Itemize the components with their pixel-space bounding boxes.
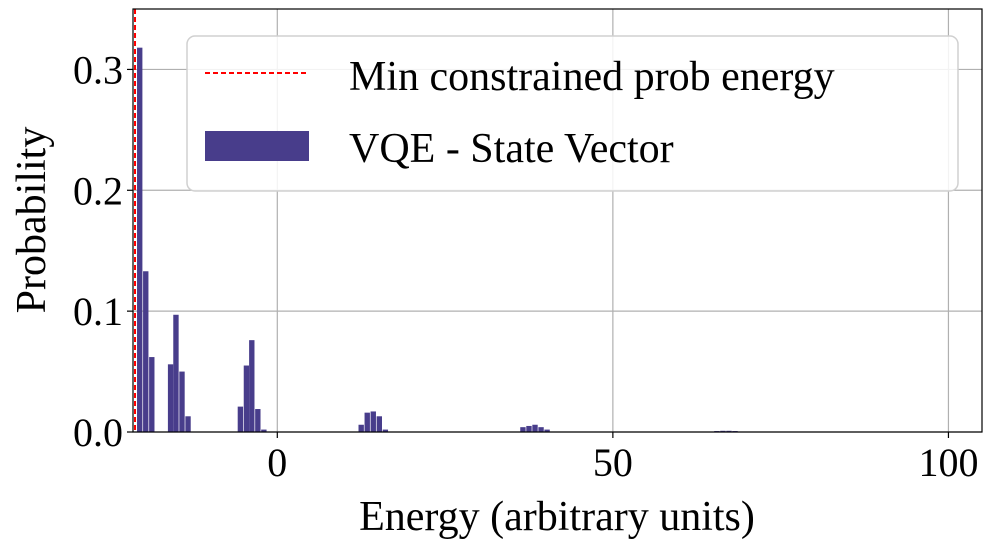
legend-bar-swatch xyxy=(205,131,309,161)
bar xyxy=(376,416,382,432)
y-axis-label: Probability xyxy=(9,127,55,314)
legend-box xyxy=(186,35,959,192)
bar xyxy=(137,47,143,433)
x-axis-label: Energy (arbitrary units) xyxy=(359,494,755,540)
bar xyxy=(726,430,732,432)
plot-frame xyxy=(132,8,983,433)
legend-label-bar-series: VQE - State Vector xyxy=(349,126,674,172)
bar xyxy=(167,364,174,432)
bar xyxy=(149,357,155,432)
bar xyxy=(261,429,267,432)
bar xyxy=(520,427,526,432)
bar xyxy=(720,430,726,432)
bar xyxy=(364,412,370,432)
bar xyxy=(249,340,255,432)
bar xyxy=(255,409,261,432)
legend-label-ref-line: Min constrained prob energy xyxy=(349,54,835,100)
bar xyxy=(526,425,532,432)
bar xyxy=(185,416,191,432)
bar xyxy=(358,424,364,432)
bar xyxy=(179,371,185,432)
legend: Min constrained prob energy VQE - State … xyxy=(186,35,959,192)
x-tick-label: 50 xyxy=(593,440,633,485)
bar xyxy=(382,429,389,432)
bar-series xyxy=(137,47,738,433)
bar xyxy=(370,411,376,432)
bar xyxy=(143,271,149,432)
bar xyxy=(173,314,179,432)
bar xyxy=(532,424,538,432)
ticks: 0 50 100 0.0 0.1 0.2 0.3 xyxy=(73,47,978,485)
x-tick-label: 100 xyxy=(918,440,978,485)
x-tick-label: 0 xyxy=(267,440,287,485)
bar xyxy=(243,365,250,432)
bar xyxy=(237,406,244,432)
y-tick-label: 0.2 xyxy=(73,168,123,213)
y-tick-label: 0.3 xyxy=(73,47,123,92)
y-tick-label: 0.0 xyxy=(73,410,123,455)
bar xyxy=(544,429,550,432)
bar xyxy=(538,427,544,432)
y-tick-label: 0.1 xyxy=(73,289,123,334)
